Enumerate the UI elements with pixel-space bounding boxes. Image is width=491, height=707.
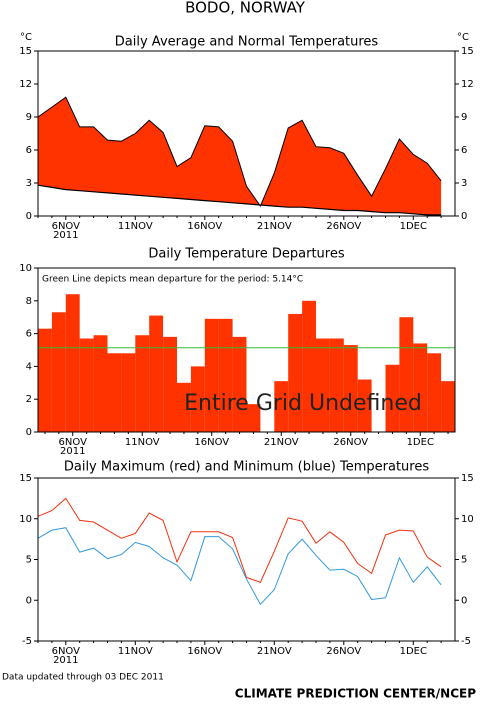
bar — [413, 343, 428, 432]
bar — [316, 338, 330, 432]
x-tick-label: 16NOV — [194, 437, 229, 448]
bar — [399, 317, 414, 432]
x-tick-label: 21NOV — [257, 646, 292, 657]
y-tick-label: 5 — [26, 555, 32, 566]
x-year-label: 2011 — [53, 655, 78, 666]
x-tick-label: 6NOV — [59, 437, 88, 448]
x-tick-label: 1DEC — [407, 437, 434, 448]
bar — [218, 318, 233, 432]
y-tick-label: 12 — [19, 79, 32, 90]
normal-area — [38, 185, 442, 216]
x-tick-label: 6NOV — [52, 221, 81, 232]
y-tick-label: 3 — [26, 178, 32, 189]
x-tick-label: 26NOV — [333, 437, 368, 448]
x-tick-label: 1DEC — [400, 646, 427, 657]
y-tick-label: 9 — [26, 112, 32, 123]
bar — [190, 366, 205, 432]
bar — [232, 336, 247, 432]
series-line — [37, 96, 442, 208]
y-tick-label: 6 — [26, 145, 32, 156]
y-tick-label: 15 — [19, 46, 32, 57]
y-tick-label: 0 — [26, 595, 32, 606]
y2-tick-label: 5 — [461, 555, 467, 566]
x-tick-label: 16NOV — [187, 221, 222, 232]
source-note: CLIMATE PREDICTION CENTER/NCEP — [235, 687, 476, 701]
chart-title: Daily Temperature Departures — [148, 247, 344, 262]
x-tick-label: 1DEC — [400, 221, 427, 232]
y2-tick-label: 15 — [461, 473, 474, 484]
bar — [427, 353, 442, 432]
annotation: Green Line depicts mean departure for th… — [42, 275, 303, 285]
y2-tick-label: 9 — [461, 112, 467, 123]
y-tick-label: 2 — [26, 394, 32, 405]
y-tick-label: 10 — [19, 263, 32, 274]
bar — [177, 382, 191, 432]
y2-tick-label: 12 — [461, 79, 474, 90]
y-tick-label: 8 — [26, 296, 32, 307]
y-tick-label: -5 — [22, 636, 32, 647]
y-tick-label: 0 — [26, 427, 32, 438]
bar — [107, 353, 122, 432]
bar — [385, 364, 400, 432]
y-tick-label: 0 — [26, 211, 32, 222]
y2-tick-label: 0 — [461, 595, 467, 606]
x-tick-label: 26NOV — [326, 221, 361, 232]
x-tick-label: 21NOV — [264, 437, 299, 448]
bar — [79, 338, 94, 432]
x-tick-label: 6NOV — [52, 646, 81, 657]
bar — [274, 381, 289, 432]
bar — [38, 328, 52, 432]
y2-tick-label: 3 — [461, 178, 467, 189]
average-area — [38, 97, 442, 216]
overlay-text: Entire Grid Undefined — [184, 391, 422, 416]
y2-axis-label: °C — [457, 32, 469, 43]
plot-frame — [37, 267, 456, 433]
x-tick-label: 21NOV — [257, 221, 292, 232]
series-line — [37, 497, 442, 583]
bar — [343, 345, 358, 432]
bar — [65, 294, 80, 432]
bar — [441, 381, 455, 432]
bar — [121, 353, 136, 432]
y-tick-label: 6 — [26, 329, 32, 340]
bar — [149, 315, 164, 432]
y-axis-label: °C — [20, 32, 32, 43]
bar — [302, 300, 316, 432]
bar — [288, 313, 303, 432]
y2-tick-label: 0 — [461, 211, 467, 222]
y-tick-label: 4 — [26, 361, 32, 372]
series-line — [37, 527, 442, 606]
series-line — [37, 184, 442, 216]
chart-title: Daily Average and Normal Temperatures — [115, 35, 379, 50]
x-year-label: 2011 — [60, 446, 85, 457]
y2-tick-label: 10 — [461, 514, 474, 525]
bar — [51, 312, 66, 432]
x-tick-label: 11NOV — [125, 437, 160, 448]
bar — [246, 404, 261, 432]
x-tick-label: 11NOV — [118, 646, 153, 657]
y-tick-label: 15 — [19, 473, 32, 484]
bar — [135, 335, 150, 432]
bar — [204, 318, 219, 432]
bar — [163, 336, 177, 432]
x-tick-label: 16NOV — [187, 646, 222, 657]
bar — [329, 338, 344, 432]
updated-note: Data updated through 03 DEC 2011 — [2, 673, 164, 683]
chart-title: Daily Maximum (red) and Minimum (blue) T… — [64, 460, 429, 475]
y-tick-label: 10 — [19, 514, 32, 525]
bar — [93, 335, 108, 432]
y2-tick-label: -5 — [461, 636, 471, 647]
x-tick-label: 26NOV — [326, 646, 361, 657]
y2-tick-label: 6 — [461, 145, 467, 156]
bar — [357, 379, 372, 432]
page-title: BODO, NORWAY — [185, 0, 306, 17]
plot-frame — [37, 477, 456, 642]
x-tick-label: 11NOV — [118, 221, 153, 232]
y2-tick-label: 15 — [461, 46, 474, 57]
x-year-label: 2011 — [53, 230, 78, 241]
